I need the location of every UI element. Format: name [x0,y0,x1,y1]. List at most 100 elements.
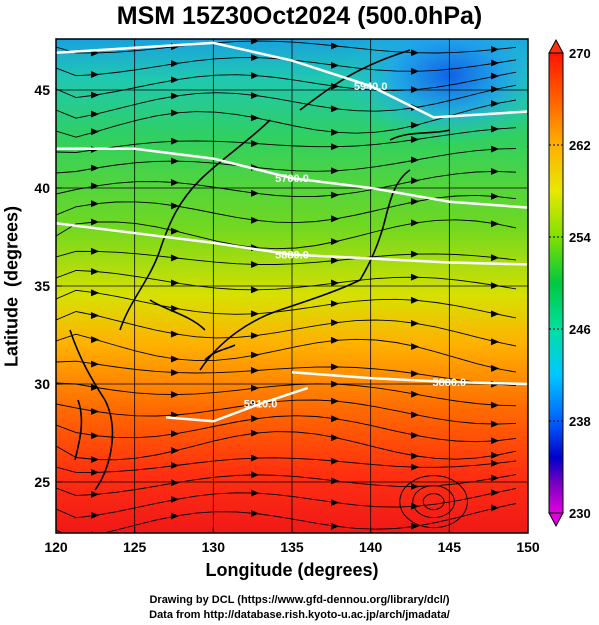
wind-arrow [410,67,420,75]
wind-arrow [410,483,420,490]
wind-arrow [90,91,100,99]
coastlines [69,49,451,491]
wind-arrow [410,522,420,530]
wind-arrow [330,82,340,90]
wind-arrow [490,220,500,228]
wind-arrow [170,355,180,363]
colorbar-tick-label: 254 [569,230,591,245]
wind-arrow [250,332,260,340]
wind-arrow [170,92,180,100]
wind-arrow [490,282,500,290]
contour-line [56,41,528,119]
wind-arrow [250,92,260,99]
coast-korea-south [149,299,206,331]
wind-arrow [410,136,420,143]
wind-arrow [170,512,180,520]
wind-arrow [410,370,420,378]
cold-anomaly [340,39,528,145]
wind-arrow [170,60,180,67]
wind-arrow [170,369,180,377]
y-axis-title: Latitude (degrees) [1,205,22,368]
wind-arrow [250,489,260,497]
wind-arrow [410,411,420,419]
wind-arrow [250,310,260,318]
wind-arrow [330,238,340,245]
colorbar-tick-label: 246 [569,322,591,337]
coast-taiwan [74,399,83,461]
wind-arrow [490,145,500,153]
wind-arrow [170,447,180,455]
streamline [56,382,517,407]
wind-arrow [250,261,260,268]
wind-arrow [330,143,340,151]
streamline [56,40,517,54]
coast-korea-manchuria [119,119,271,331]
wind-arrow [250,471,260,479]
wind-arrow [330,499,340,507]
wind-arrow [170,109,180,117]
wind-arrow [330,415,340,423]
x-tick-label: 120 [44,539,68,555]
wind-arrow [90,360,100,368]
wind-arrow [490,365,500,372]
height-contours [56,41,528,423]
streamline [56,219,517,250]
wind-arrow [90,456,100,463]
contour-label: 5910.0 [244,399,278,411]
wind-arrow [330,279,340,287]
wind-arrow [490,437,500,445]
streamline [56,457,517,473]
wind-arrow [330,191,340,199]
colorbar-tick-label: 262 [569,138,591,153]
colorbar-min-triangle [548,512,564,528]
wind-arrow [170,179,180,186]
wind-arrow [330,363,340,371]
wind-arrow [330,105,340,113]
wind-arrow [410,319,420,327]
wind-arrow [330,300,340,308]
wind-arrow [170,279,180,287]
coast-honshu [199,169,411,371]
wind-arrow [410,343,420,351]
wind-arrow [330,397,340,405]
colorbar-tick-label: 238 [569,414,591,429]
wind-arrow [250,510,260,517]
wind-arrow [90,312,100,319]
contour-line [291,371,528,386]
wind-arrow [330,434,340,442]
coast-hokkaido [389,129,451,141]
vortex-streamline [412,485,455,519]
coast-russia [299,49,411,111]
credit-data: Data from http://database.rish.kyoto-u.a… [149,609,450,621]
streamline [56,415,517,443]
streamline [56,474,517,496]
streamline [56,311,517,347]
streamline [56,503,517,533]
wind-arrow [90,408,100,415]
wind-arrow [90,490,100,498]
colorbar-tick-label: 230 [569,506,591,521]
wind-arrow [250,384,260,392]
streamline [56,194,517,224]
wind-arrow [90,128,100,136]
credit-drawing: Drawing by DCL (https://www.gfd-dennou.o… [149,594,450,606]
contour-line [56,147,528,209]
coast-china [69,329,114,491]
streamline [56,148,517,174]
y-tick-label: 45 [34,82,50,98]
wind-arrow [250,415,260,423]
wind-arrow [490,451,500,459]
wind-arrow [250,454,260,462]
wind-arrow [490,474,500,482]
wind-arrow [90,182,100,190]
wind-arrow [250,189,260,197]
wind-arrow [330,61,340,69]
wind-arrow [170,137,180,145]
contour-line [56,222,528,266]
wind-arrow [410,296,420,304]
wind-arrow [90,164,100,172]
wind-arrow [410,177,420,185]
streamline [56,269,517,291]
wind-arrow [90,289,100,297]
